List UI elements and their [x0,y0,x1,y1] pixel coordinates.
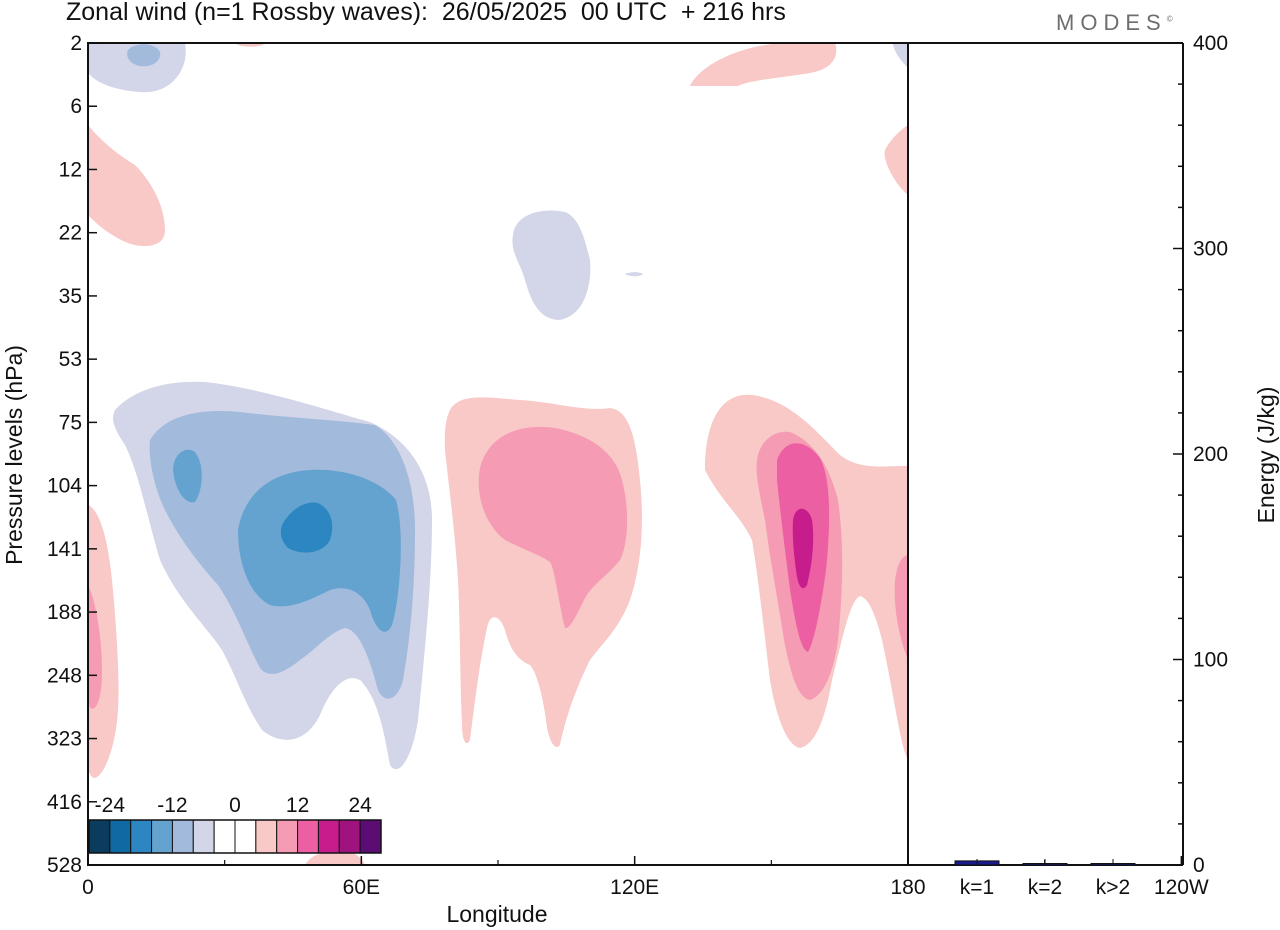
y-tick-label: 53 [59,348,82,371]
y-tick-label: 12 [59,158,82,181]
y-tick-label: 528 [47,854,82,877]
colorbar-swatch [338,819,361,854]
contour-positive-left-upper [88,125,165,247]
colorbar-frame [88,819,382,854]
contour-positive-top-right [690,43,837,86]
colorbar-swatch [130,819,153,854]
contour-positive-edge-upper [884,125,908,195]
energy-category-label: k=2 [1028,876,1062,899]
contour-negative-core [280,502,333,553]
x-tick-label: 180 [890,876,925,899]
modes-logo: MODES© [1056,10,1173,35]
x-tick-label: 60E [343,876,380,899]
contour-positive-bottom [305,851,365,865]
colorbar [88,819,382,854]
brand-text: MODES [1056,10,1167,35]
colorbar-tick-label: -24 [95,794,126,817]
contour-positive-left-inner [88,585,102,709]
y-tick-label: 35 [59,285,82,308]
energy-tick-label: 300 [1193,238,1228,261]
colorbar-swatch [297,819,319,854]
energy-tick-label: 400 [1193,32,1228,55]
y-tick-label: 248 [47,664,82,687]
colorbar-swatch [88,819,111,854]
energy-tick-label: 200 [1193,443,1228,466]
colorbar-swatch [192,819,215,854]
contour-plot: -24 -12 0 12 24 [87,42,909,866]
y-tick-label: 141 [47,538,82,561]
contour-positive-right-core [792,508,814,589]
contour-negative-midblue [238,469,401,632]
contour-negative-mid [512,210,591,320]
x-tick-label: 0 [82,876,94,899]
colorbar-swatch [213,819,236,854]
colorbar-swatch [276,819,299,854]
colorbar-swatch [109,819,132,854]
colorbar-swatch [317,819,340,854]
energy-axis-title: Energy (J/kg) [1253,387,1279,524]
energy-x-labels: k=1 k=2 k>2 [960,859,1130,899]
x-tick-label: 120E [610,876,659,899]
colorbar-swatch [359,819,382,854]
colorbar-tick-label: 24 [348,794,372,817]
contour-negative-edge [893,43,908,68]
colorbar-tick-label: 0 [229,794,241,817]
energy-panel: 0 100 200 300 400 k=1 k=2 k>2 [908,32,1228,899]
contour-negative-dot [625,272,643,277]
x-axis-ticks: 060E120E180120W60W [82,856,1209,899]
contour-positive-mid-inner [478,426,628,629]
energy-category-label: k>2 [1096,876,1130,899]
colorbar-swatch [151,819,173,854]
energy-tick-label: 100 [1193,649,1228,672]
contour-positive-edge-mid [894,555,908,660]
colorbar-swatch [255,819,278,854]
contour-fills [88,43,908,865]
y-tick-label: 323 [47,728,82,751]
y-tick-label: 75 [59,411,82,434]
contour-positive-left-outer [88,505,119,778]
colorbar-tick-label: 12 [286,794,309,817]
colorbar-tick-label: -12 [157,794,187,817]
contour-negative-midblue-west [173,449,202,503]
y-axis-title: Pressure levels (hPa) [1,345,27,565]
colorbar-swatch [234,819,257,854]
colorbar-labels: -24 -12 0 12 24 [95,794,372,817]
x-axis-title: Longitude [446,901,547,927]
y-tick-label: 2 [70,32,82,55]
energy-category-label: k=1 [960,876,994,899]
x-tick-label: 120W [1154,876,1209,899]
y-tick-label: 6 [70,95,82,118]
energy-tick-label: 0 [1193,854,1205,877]
energy-y-ticks: 0 100 200 300 400 [1173,32,1228,877]
y-tick-label: 416 [47,791,82,814]
contour-negative-top-core [127,44,161,67]
chart-title: Zonal wind (n=1 Rossby waves): 26/05/202… [66,0,786,26]
contour-negative-top [88,43,186,93]
y-axis-ticks: 2 6 12 22 35 53 75 104 141 188 248 323 416 528 [47,32,97,877]
y-tick-label: 188 [47,601,82,624]
y-tick-label: 22 [59,222,82,245]
y-tick-label: 104 [47,475,82,498]
colorbar-swatch [171,819,194,854]
